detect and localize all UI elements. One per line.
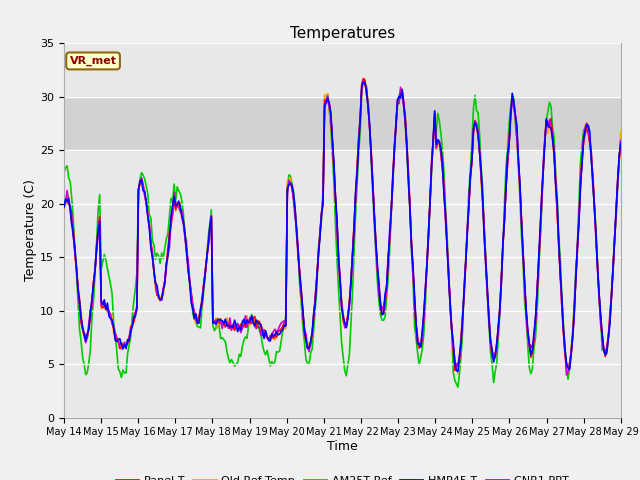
Legend: Panel T, Old Ref Temp, AM25T Ref, HMP45 T, CNR1 PRT: Panel T, Old Ref Temp, AM25T Ref, HMP45 … <box>112 472 573 480</box>
Bar <box>64 96 621 150</box>
Text: VR_met: VR_met <box>70 56 116 66</box>
Y-axis label: Temperature (C): Temperature (C) <box>24 180 37 281</box>
Title: Temperatures: Temperatures <box>290 25 395 41</box>
X-axis label: Time: Time <box>327 440 358 453</box>
